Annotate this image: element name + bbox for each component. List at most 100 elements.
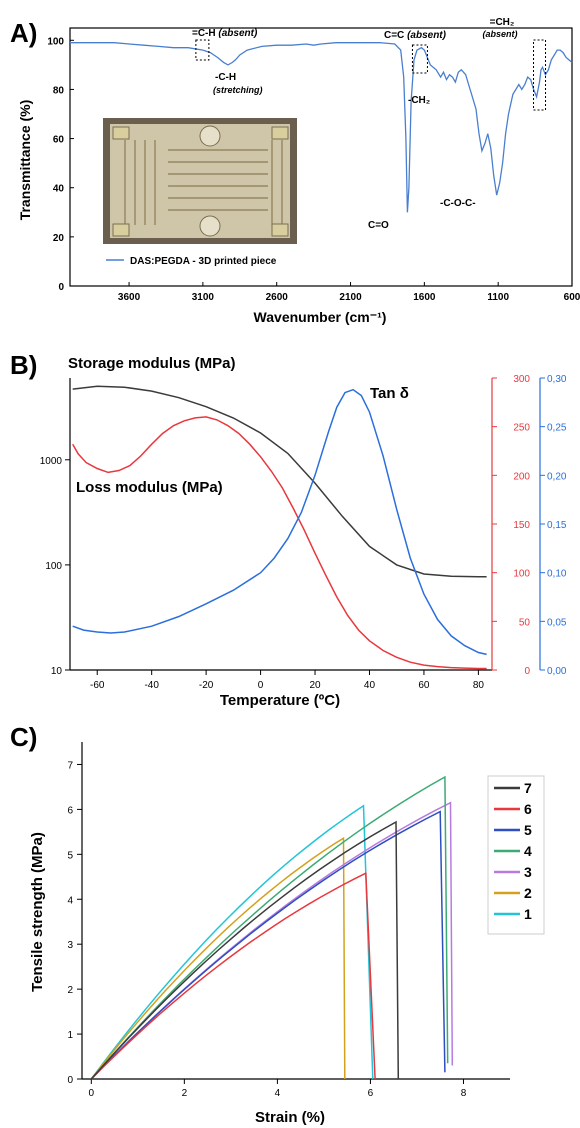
- legend-label-2: 2: [524, 885, 532, 901]
- x-tick-label-a: 1600: [413, 292, 436, 303]
- panel-b-label: B): [10, 350, 37, 380]
- ch2-absent-annotation: =CH₂: [490, 17, 515, 28]
- x-ticks-b: -60 -40 -20 0 20 40 60 80: [90, 670, 484, 691]
- x-tick-label-b: 40: [364, 680, 376, 691]
- ch-absent-box: [195, 39, 210, 61]
- y-tick-label-a: 0: [58, 282, 64, 293]
- ftir-chart: A) 3600 3100 2600 2100 1600 1100 600 0 20 40 60 80…: [10, 17, 580, 325]
- x-tick-label-c: 4: [275, 1088, 281, 1099]
- y-tick-label-loss: 250: [513, 423, 530, 434]
- y-tick-label-loss: 200: [513, 471, 530, 482]
- legend-frame-c: [487, 775, 545, 935]
- legend-label-4: 4: [524, 843, 532, 859]
- y-tick-label-tan: 0,05: [547, 617, 567, 628]
- ch2-annotation: -CH₂: [408, 95, 430, 106]
- y-tick-label-c: 0: [67, 1075, 73, 1086]
- y-ticks-loss: 0 50 100 150 200 250 300: [492, 374, 530, 677]
- y-tick-label-c: 6: [67, 805, 73, 816]
- cc-absent-box: [411, 44, 428, 74]
- x-tick-label-a: 2100: [339, 292, 362, 303]
- tensile-curve-2: [90, 836, 346, 1080]
- legend-label-1: 1: [524, 906, 532, 922]
- y-tick-label-tan: 0,15: [547, 520, 567, 531]
- y-ticks-left-b: 10 100 1000: [40, 456, 70, 677]
- x-tick-label-b: -20: [199, 680, 214, 691]
- y-tick-label-tan: 0,25: [547, 423, 567, 434]
- x-axis-label-c: Strain (%): [255, 1109, 325, 1126]
- legend-label-a: DAS:PEGDA - 3D printed piece: [130, 256, 277, 267]
- coc-annotation: -C-O-C-: [440, 198, 476, 209]
- y-tick-label-a: 100: [47, 36, 64, 47]
- x-axis-label-b: Temperature (ºC): [220, 692, 340, 709]
- legend-label-7: 7: [524, 780, 532, 796]
- plot-frame-a: [69, 27, 573, 287]
- y-tick-label-loss: 100: [513, 569, 530, 580]
- ch2-absent-box: [533, 39, 547, 111]
- y-tick-label-loss: 300: [513, 374, 530, 385]
- x-tick-label-c: 6: [368, 1088, 374, 1099]
- cc-absent-annotation: C=C (absent): [384, 30, 447, 41]
- co-annotation: C=O: [368, 220, 389, 231]
- legend-c: 7 6 5 4 3 2 1: [494, 780, 532, 922]
- y-tick-label-left-b: 10: [51, 666, 63, 677]
- y-tick-label-c: 4: [67, 895, 73, 906]
- y-ticks-a: 0 20 40 60 80 100: [47, 36, 74, 293]
- y-axis-label-a: Transmittance (%): [17, 100, 33, 221]
- y-tick-label-tan: 0,30: [547, 374, 567, 385]
- tan-delta-label: Tan δ: [370, 385, 409, 402]
- tensile-curve-6: [90, 872, 376, 1080]
- tensile-curve-4: [90, 775, 449, 1080]
- ch-absent-annotation: =C-H (absent): [192, 28, 258, 39]
- tan-delta-line: [72, 388, 487, 656]
- storage-modulus-line: [72, 385, 487, 578]
- legend-label-6: 6: [524, 801, 532, 817]
- ch-stretch-sub: (stretching): [213, 85, 263, 95]
- tensile-chart: C) 0 2 4 6 8 0 1 2 3 4 5 6 7 7 6 5 4 3 2 1 Strain (%) Ten…: [10, 722, 545, 1126]
- y-ticks-tan: 0,00 0,05 0,10 0,15 0,20 0,25 0,30: [540, 374, 567, 677]
- y-tick-label-a: 60: [53, 135, 65, 146]
- x-tick-label-c: 0: [89, 1088, 95, 1099]
- x-axis-label-a: Wavenumber (cm⁻¹): [254, 309, 387, 325]
- y-tick-label-c: 2: [67, 985, 73, 996]
- tensile-curve-1: [90, 804, 374, 1080]
- y-tick-label-c: 1: [67, 1030, 73, 1041]
- x-tick-label-a: 1100: [487, 292, 509, 303]
- y-tick-label-c: 7: [67, 760, 73, 771]
- loss-modulus-line: [72, 416, 487, 670]
- dma-chart: B) -60 -40 -20 0 20 40 60 80 10 100 1000 0 50 100 15…: [10, 350, 567, 709]
- y-tick-label-loss: 150: [513, 520, 530, 531]
- y-tick-label-a: 40: [53, 184, 65, 195]
- ch2-absent-sub: (absent): [482, 29, 517, 39]
- y-tick-label-a: 20: [53, 233, 65, 244]
- tensile-curve-7: [90, 820, 400, 1080]
- x-tick-label-b: 60: [418, 680, 430, 691]
- x-tick-label-b: 20: [309, 680, 321, 691]
- y-tick-label-loss: 50: [519, 617, 531, 628]
- y-tick-label-loss: 0: [524, 666, 530, 677]
- x-tick-label-b: -40: [144, 680, 159, 691]
- tensile-curve-5: [90, 810, 446, 1080]
- x-tick-label-b: 0: [258, 680, 264, 691]
- x-tick-label-a: 2600: [266, 292, 289, 303]
- y-ticks-c: 0 1 2 3 4 5 6 7: [67, 760, 82, 1086]
- legend-label-3: 3: [524, 864, 532, 880]
- x-tick-label-b: 80: [473, 680, 485, 691]
- storage-modulus-label: Storage modulus (MPa): [68, 355, 236, 372]
- tensile-curves: [90, 775, 454, 1080]
- x-tick-label-b: -60: [90, 680, 105, 691]
- legend-label-5: 5: [524, 822, 532, 838]
- x-tick-label-a: 3100: [192, 292, 215, 303]
- y-tick-label-c: 3: [67, 940, 73, 951]
- y-tick-label-left-b: 100: [45, 561, 62, 572]
- y-tick-label-left-b: 1000: [40, 456, 63, 467]
- y-tick-label-c: 5: [67, 850, 73, 861]
- printed-piece-photo: [103, 118, 297, 244]
- x-tick-label-a: 600: [564, 292, 580, 303]
- y-tick-label-tan: 0,10: [547, 569, 567, 580]
- y-tick-label-tan: 0,20: [547, 471, 567, 482]
- panel-a-label: A): [10, 18, 37, 48]
- loss-modulus-label: Loss modulus (MPa): [76, 479, 223, 496]
- x-ticks-a: 3600 3100 2600 2100 1600 1100 600: [118, 282, 580, 303]
- y-tick-label-a: 80: [53, 85, 65, 96]
- panel-c-label: C): [10, 722, 37, 752]
